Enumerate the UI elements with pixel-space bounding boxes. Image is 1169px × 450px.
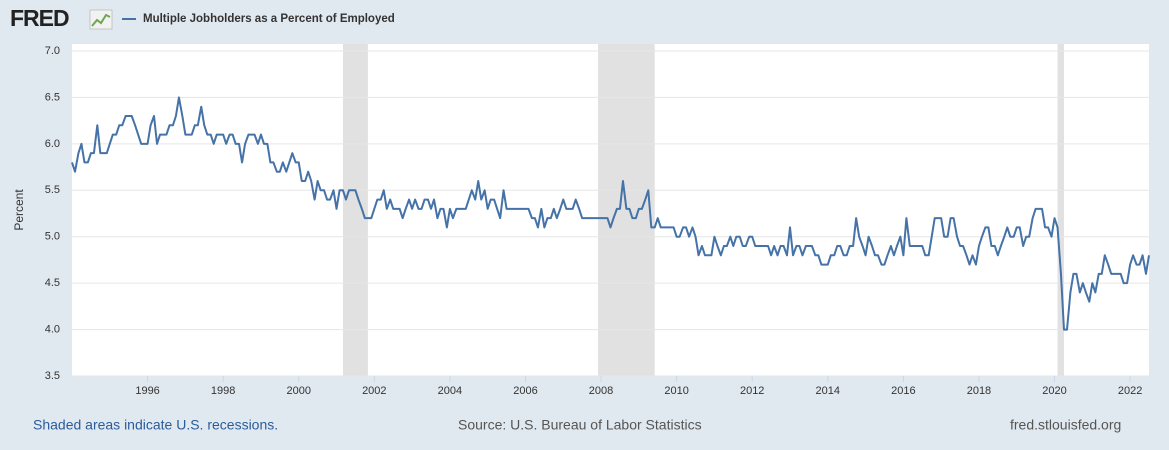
recession-band [342,44,368,376]
recession-note: Shaded areas indicate U.S. recessions. [33,417,278,433]
x-tick-label: 2018 [967,385,991,397]
x-tick-label: 2000 [286,385,310,397]
x-tick-label: 2006 [513,385,537,397]
recession-band [1057,44,1064,376]
x-tick-label: 2008 [589,385,613,397]
y-tick-label: 7.0 [45,45,60,57]
x-tick-label: 1998 [211,385,235,397]
y-axis-label: Percent [12,189,26,231]
y-tick-label: 6.0 [45,138,60,150]
logo: FRED [10,5,69,31]
y-tick-label: 4.5 [45,277,60,289]
data-line [71,96,1150,331]
x-tick-label: 2002 [362,385,386,397]
y-tick-label: 5.5 [45,184,60,196]
y-tick-label: 4.0 [45,323,60,335]
recession-band [598,44,655,376]
x-tick-label: 2020 [1042,385,1066,397]
x-tick-label: 2014 [816,385,840,397]
x-tick-label: 1996 [135,385,159,397]
site: fred.stlouisfed.org [1010,417,1121,433]
y-tick-label: 6.5 [45,91,60,103]
legend-label: Multiple Jobholders as a Percent of Empl… [143,13,395,25]
x-tick-label: 2022 [1118,385,1142,397]
y-tick-label: 5.0 [45,231,60,243]
x-tick-label: 2010 [664,385,688,397]
logo-icon [89,9,113,30]
source: Source: U.S. Bureau of Labor Statistics [458,417,702,433]
x-tick-label: 2016 [891,385,915,397]
x-tick-label: 2012 [740,385,764,397]
x-tick-label: 2004 [438,385,462,397]
y-tick-label: 3.5 [45,370,60,382]
